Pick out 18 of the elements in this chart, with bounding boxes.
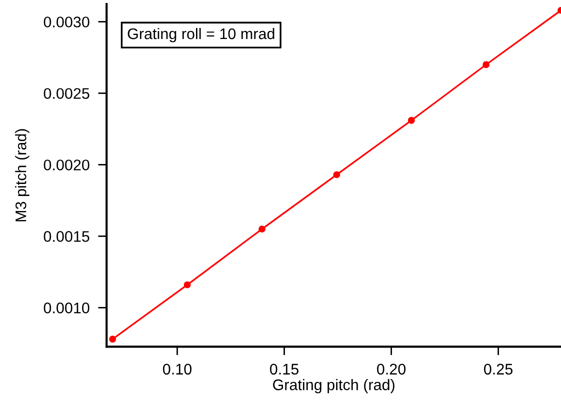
point xyxy=(109,336,116,343)
x-tick-label: 0.20 xyxy=(377,364,406,375)
point xyxy=(408,116,415,124)
y-axis-title: M3 pitch (rad) xyxy=(15,129,30,222)
y-tick-label: 0.0010 xyxy=(44,302,90,314)
point xyxy=(184,281,191,288)
y-tick-label: 0.0030 xyxy=(44,16,90,28)
y-tick-label: 0.0025 xyxy=(44,88,90,99)
x-tick-label: 0.10 xyxy=(162,364,192,375)
point xyxy=(333,171,340,178)
y-tick-label: 0.0015 xyxy=(44,231,90,242)
annotation: Grating roll = 10 mrad xyxy=(128,28,274,42)
x-tick-label: 0.15 xyxy=(270,364,298,375)
y-tick-label: 0.0020 xyxy=(44,160,90,170)
x-tick-label: 0.25 xyxy=(484,364,513,375)
point xyxy=(482,61,490,68)
x-axis-title: Grating pitch (rad) xyxy=(273,378,394,394)
point xyxy=(258,226,266,233)
